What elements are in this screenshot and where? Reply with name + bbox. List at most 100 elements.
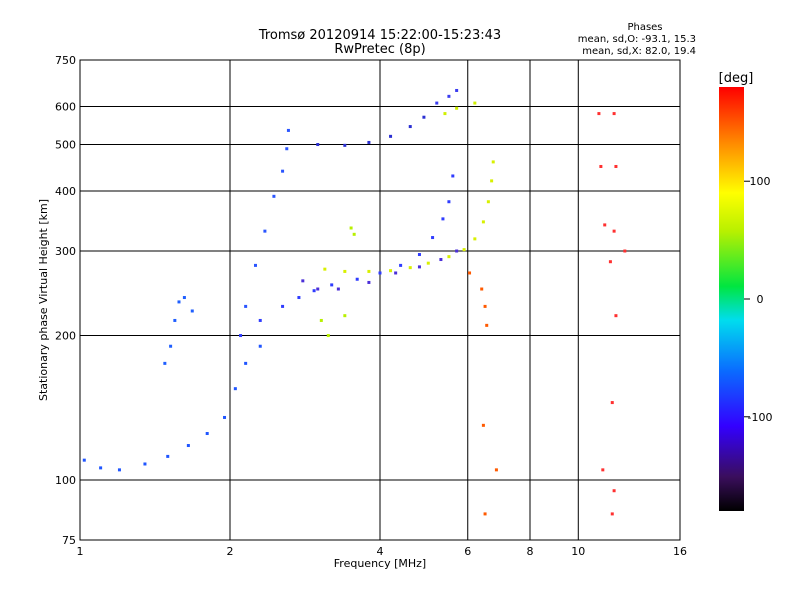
series-group bbox=[319, 226, 356, 338]
series-group bbox=[597, 112, 627, 516]
data-point bbox=[481, 220, 485, 224]
data-point bbox=[610, 401, 614, 405]
y-tick-label: 600 bbox=[55, 101, 76, 114]
data-point bbox=[483, 512, 487, 516]
chart-title: Tromsø 20120914 15:22:00-15:23:43 bbox=[258, 28, 501, 43]
data-point bbox=[597, 112, 601, 116]
data-point bbox=[297, 296, 301, 300]
data-point bbox=[455, 106, 459, 110]
data-point bbox=[244, 304, 248, 308]
plot-frame bbox=[79, 59, 681, 541]
data-point bbox=[166, 454, 170, 458]
data-point bbox=[343, 143, 347, 147]
data-point bbox=[367, 269, 371, 273]
data-point bbox=[417, 253, 421, 257]
data-point bbox=[99, 466, 103, 470]
data-point bbox=[258, 318, 262, 322]
data-point bbox=[244, 361, 248, 365]
data-point bbox=[462, 248, 466, 252]
series-group bbox=[435, 88, 459, 105]
series-group bbox=[244, 128, 290, 308]
x-tick-label: 6 bbox=[464, 545, 471, 558]
data-point bbox=[408, 266, 412, 270]
series-group bbox=[82, 344, 262, 472]
data-point bbox=[417, 265, 421, 269]
data-point bbox=[447, 200, 451, 204]
data-point bbox=[610, 512, 614, 516]
data-point bbox=[601, 468, 605, 472]
data-point bbox=[82, 458, 86, 462]
data-point bbox=[389, 269, 393, 273]
y-tick-label: 750 bbox=[55, 54, 76, 67]
data-point bbox=[355, 277, 359, 281]
data-point bbox=[223, 415, 227, 419]
data-point bbox=[473, 237, 477, 241]
data-point bbox=[253, 263, 257, 267]
data-point bbox=[272, 194, 276, 198]
colorbar-tick-label: 0 bbox=[757, 293, 764, 306]
data-point bbox=[336, 287, 340, 291]
data-point bbox=[447, 94, 451, 98]
data-point bbox=[435, 101, 439, 105]
data-point bbox=[349, 226, 353, 230]
data-point bbox=[326, 334, 330, 338]
data-point bbox=[343, 314, 347, 318]
data-point bbox=[612, 489, 616, 493]
series-group bbox=[316, 115, 426, 147]
x-tick-label: 16 bbox=[673, 545, 687, 558]
data-point bbox=[443, 112, 447, 116]
data-point bbox=[486, 200, 490, 204]
colorbar-label: [deg] bbox=[719, 71, 754, 86]
data-point bbox=[608, 260, 612, 264]
colorbar-ticks: 100 0 -100 bbox=[744, 175, 772, 424]
data-point bbox=[439, 258, 443, 262]
data-point bbox=[447, 255, 451, 259]
data-point bbox=[599, 164, 603, 168]
x-tick-label: 10 bbox=[571, 545, 585, 558]
grid-lines bbox=[80, 60, 680, 540]
data-point bbox=[316, 287, 320, 291]
data-point bbox=[394, 271, 398, 275]
data-point bbox=[367, 280, 371, 284]
data-point bbox=[481, 423, 485, 427]
data-point bbox=[451, 174, 455, 178]
data-point bbox=[233, 387, 237, 391]
x-tick-labels: 1 2 4 6 8 10 16 bbox=[77, 545, 688, 558]
data-point bbox=[491, 160, 495, 164]
data-point bbox=[455, 88, 459, 92]
data-point bbox=[173, 318, 177, 322]
x-tick-label: 4 bbox=[377, 545, 384, 558]
data-point bbox=[480, 287, 484, 291]
phase-info-x: mean, sd,X: 82.0, 19.4 bbox=[582, 46, 696, 57]
x-tick-label: 2 bbox=[227, 545, 234, 558]
data-point bbox=[239, 334, 243, 338]
series-group bbox=[468, 271, 498, 516]
data-point bbox=[614, 314, 618, 318]
data-point bbox=[281, 304, 285, 308]
data-point bbox=[186, 444, 190, 448]
data-point bbox=[352, 232, 356, 236]
data-point bbox=[612, 229, 616, 233]
data-point bbox=[312, 289, 316, 293]
y-tick-label: 200 bbox=[55, 330, 76, 343]
data-point bbox=[483, 304, 487, 308]
series-group bbox=[301, 249, 459, 291]
data-point bbox=[163, 361, 167, 365]
series-group bbox=[323, 160, 495, 273]
data-point bbox=[323, 267, 327, 271]
data-point bbox=[494, 468, 498, 472]
data-point bbox=[319, 318, 323, 322]
data-points bbox=[82, 88, 627, 516]
y-tick-label: 300 bbox=[55, 245, 76, 258]
y-tick-label: 75 bbox=[62, 534, 76, 547]
chart-subtitle: RwPretec (8p) bbox=[334, 42, 425, 57]
colorbar-tick-label: -100 bbox=[748, 411, 773, 424]
x-axis-label: Frequency [MHz] bbox=[334, 557, 426, 570]
data-point bbox=[468, 271, 472, 275]
data-point bbox=[389, 134, 393, 138]
data-point bbox=[263, 229, 267, 233]
data-point bbox=[455, 249, 459, 253]
data-point bbox=[281, 169, 285, 173]
data-point bbox=[473, 101, 477, 105]
data-point bbox=[603, 223, 607, 227]
